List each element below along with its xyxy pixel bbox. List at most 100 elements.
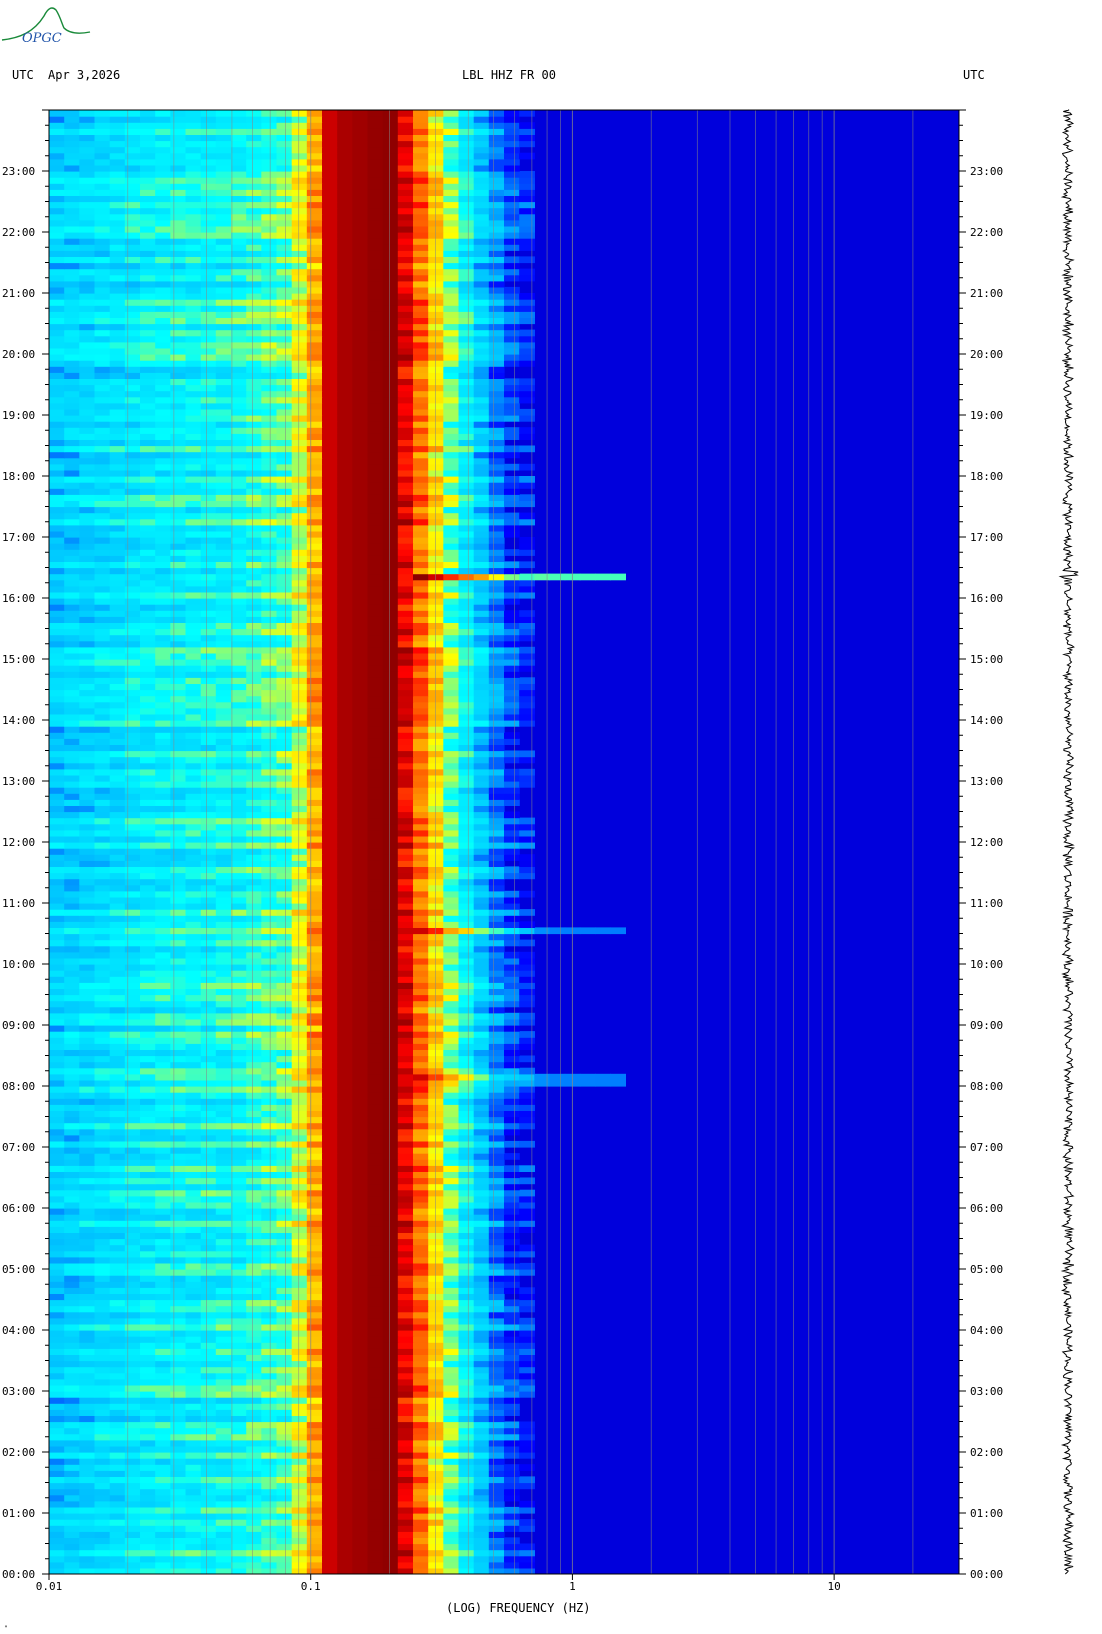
heatmap-cell	[352, 1354, 369, 1362]
heatmap-cell	[185, 1208, 202, 1215]
heatmap-cell	[49, 1073, 65, 1081]
heatmap-cell	[185, 988, 202, 996]
heatmap-cell	[49, 1079, 65, 1087]
heatmap-cell	[291, 1220, 308, 1227]
heatmap-cell	[473, 1214, 490, 1221]
heatmap-cell	[413, 683, 429, 691]
heatmap-cell	[488, 1543, 505, 1551]
heatmap-cell	[170, 1287, 187, 1294]
heatmap-cell	[49, 970, 65, 977]
heatmap-cell	[231, 976, 247, 983]
heatmap-cell	[215, 756, 232, 764]
heatmap-cell	[306, 1134, 323, 1142]
heatmap-cell	[413, 1086, 429, 1093]
heatmap-cell	[367, 1537, 384, 1545]
heatmap-cell	[337, 951, 353, 959]
heatmap-cell	[352, 1201, 369, 1209]
heatmap-cell	[64, 1147, 80, 1154]
heatmap-cell	[367, 1006, 384, 1014]
heatmap-cell	[109, 854, 126, 861]
heatmap-cell	[79, 1567, 96, 1574]
heatmap-cell	[246, 799, 262, 806]
heatmap-cell	[382, 799, 399, 806]
heatmap-cell	[170, 634, 187, 642]
heatmap-cell	[488, 671, 505, 678]
heatmap-cell	[291, 1147, 308, 1154]
heatmap-cell	[170, 1397, 187, 1404]
heatmap-cell	[413, 1122, 429, 1130]
heatmap-cell	[124, 1128, 141, 1136]
heatmap-cell	[49, 1391, 65, 1398]
heatmap-cell	[276, 957, 293, 965]
heatmap-cell	[140, 628, 156, 636]
heatmap-cell	[246, 732, 262, 739]
heatmap-cell	[367, 1134, 384, 1142]
heatmap-cell	[291, 896, 308, 904]
heatmap-cell	[261, 1025, 278, 1032]
heatmap-cell	[504, 982, 520, 989]
heatmap-cell	[155, 622, 171, 630]
heatmap-cell	[337, 909, 353, 916]
heatmap-cell	[306, 988, 323, 996]
heatmap-cell	[306, 909, 323, 916]
heatmap-cell	[170, 1433, 187, 1441]
heatmap-cell	[367, 1305, 384, 1313]
heatmap-cell	[79, 1134, 96, 1142]
heatmap-cell	[428, 1262, 444, 1270]
heatmap-cell	[473, 1445, 490, 1453]
heatmap-cell	[291, 1055, 308, 1063]
heatmap-cell	[291, 1482, 308, 1490]
heatmap-cell	[231, 1262, 247, 1270]
heatmap-cell	[231, 1110, 247, 1118]
heatmap-cell	[443, 1025, 460, 1032]
heatmap-cell	[291, 1031, 308, 1038]
heatmap-cell	[337, 1439, 353, 1447]
heatmap-cell	[231, 872, 247, 880]
heatmap-cell	[261, 701, 278, 709]
heatmap-cell	[291, 1549, 308, 1557]
heatmap-cell	[79, 1525, 96, 1532]
heatmap-cell	[79, 652, 96, 660]
heatmap-cell	[155, 915, 171, 922]
heatmap-cell	[488, 1232, 505, 1240]
heatmap-cell	[397, 1445, 414, 1453]
heatmap-cell	[306, 1293, 323, 1301]
heatmap-cell	[170, 1269, 187, 1276]
heatmap-cell	[170, 805, 187, 813]
heatmap-cell	[79, 1061, 96, 1069]
heatmap-cell	[382, 1037, 399, 1044]
heatmap-cell	[64, 872, 80, 880]
heatmap-cell	[200, 1403, 217, 1410]
heatmap-cell	[185, 896, 202, 904]
heatmap-cell	[94, 878, 111, 886]
heatmap-cell	[155, 799, 171, 806]
heatmap-cell	[155, 793, 171, 800]
heatmap-cell	[231, 1537, 247, 1545]
heatmap-cell	[337, 1543, 353, 1551]
heatmap-cell	[443, 1488, 460, 1496]
heatmap-cell	[94, 896, 111, 904]
heatmap-cell	[185, 701, 202, 709]
heatmap-cell	[397, 628, 414, 636]
heatmap-cell	[367, 781, 384, 788]
heatmap-cell	[140, 622, 156, 630]
heatmap-cell	[519, 1220, 535, 1227]
heatmap-cell	[322, 671, 338, 678]
heatmap-cell	[322, 939, 338, 947]
heatmap-cell	[337, 860, 353, 867]
heatmap-cell	[291, 939, 308, 947]
heatmap-cell	[443, 1482, 460, 1490]
heatmap-cell	[124, 1330, 141, 1337]
heatmap-cell	[337, 1269, 353, 1276]
heatmap-cell	[79, 1336, 96, 1343]
heatmap-cell	[231, 1031, 247, 1038]
heatmap-cell	[352, 866, 369, 874]
heatmap-cell	[306, 750, 323, 758]
heatmap-cell	[367, 860, 384, 867]
heatmap-cell	[291, 1403, 308, 1410]
heatmap-cell	[291, 1543, 308, 1551]
heatmap-cell	[322, 732, 338, 739]
heatmap-cell	[109, 744, 126, 752]
heatmap-cell	[140, 939, 156, 947]
heatmap-cell	[185, 994, 202, 1002]
